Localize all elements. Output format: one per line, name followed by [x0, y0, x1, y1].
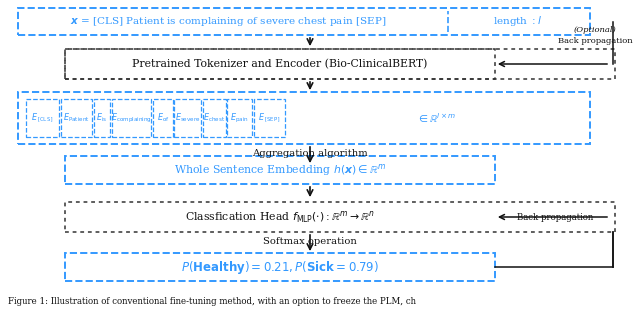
Text: length $: l$: length $: l$ — [493, 14, 543, 28]
Text: $E_{\mathrm{is}}$: $E_{\mathrm{is}}$ — [96, 112, 108, 124]
Text: $E_{\mathrm{of}}$: $E_{\mathrm{of}}$ — [157, 112, 170, 124]
Text: $\boldsymbol{x}$ = [CLS] Patient is complaining of severe chest pain [SEP]: $\boldsymbol{x}$ = [CLS] Patient is comp… — [70, 15, 386, 28]
Text: $E_{\mathrm{severe}}$: $E_{\mathrm{severe}}$ — [175, 112, 200, 124]
Bar — [65, 49, 615, 79]
Bar — [111, 99, 152, 137]
Text: Whole Sentence Embedding $h(\boldsymbol{x}) \in \mathbb{R}^m$: Whole Sentence Embedding $h(\boldsymbol{… — [174, 162, 386, 178]
Text: $E_{\mathtt{[SEP]}}$: $E_{\mathtt{[SEP]}}$ — [258, 112, 281, 125]
Text: Aggregation algorithm: Aggregation algorithm — [252, 149, 368, 158]
Text: $E_{\mathrm{pain}}$: $E_{\mathrm{pain}}$ — [230, 112, 249, 125]
Text: Pretrained Tokenizer and Encoder (Bio-ClinicalBERT): Pretrained Tokenizer and Encoder (Bio-Cl… — [132, 59, 428, 69]
Text: Figure 1: Illustration of conventional fine-tuning method, with an option to fre: Figure 1: Illustration of conventional f… — [8, 298, 416, 307]
Bar — [26, 99, 60, 137]
Bar — [18, 92, 590, 144]
Text: Softmax operation: Softmax operation — [263, 236, 357, 245]
Bar — [65, 49, 495, 79]
Bar — [93, 99, 109, 137]
Text: $E_{\mathtt{[CLS]}}$: $E_{\mathtt{[CLS]}}$ — [31, 112, 54, 125]
Text: Back propagation: Back propagation — [557, 37, 632, 45]
Bar — [65, 253, 495, 281]
Bar — [18, 8, 590, 35]
Bar — [61, 99, 92, 137]
Bar — [65, 202, 615, 232]
Text: Classfication Head $f_{\mathrm{MLP}}(\cdot): \mathbb{R}^m \rightarrow \mathbb{R}: Classfication Head $f_{\mathrm{MLP}}(\cd… — [185, 209, 375, 225]
Bar — [65, 156, 495, 184]
Text: (Optional): (Optional) — [573, 26, 616, 34]
Text: $P(\mathbf{Healthy}) = 0.21, P(\mathbf{Sick} = 0.79)$: $P(\mathbf{Healthy}) = 0.21, P(\mathbf{S… — [181, 259, 379, 276]
Text: Back propagation: Back propagation — [517, 212, 593, 221]
Text: $E_{\mathrm{Patient}}$: $E_{\mathrm{Patient}}$ — [63, 112, 90, 124]
Bar — [174, 99, 201, 137]
Bar — [203, 99, 225, 137]
Text: $E_{\mathrm{complaining}}$: $E_{\mathrm{complaining}}$ — [111, 112, 152, 125]
Text: $E_{\mathrm{chest}}$: $E_{\mathrm{chest}}$ — [203, 112, 225, 124]
Bar — [227, 99, 252, 137]
Bar — [254, 99, 285, 137]
Text: $\in \mathbb{R}^{l\times m}$: $\in \mathbb{R}^{l\times m}$ — [416, 111, 456, 125]
Bar — [154, 99, 173, 137]
